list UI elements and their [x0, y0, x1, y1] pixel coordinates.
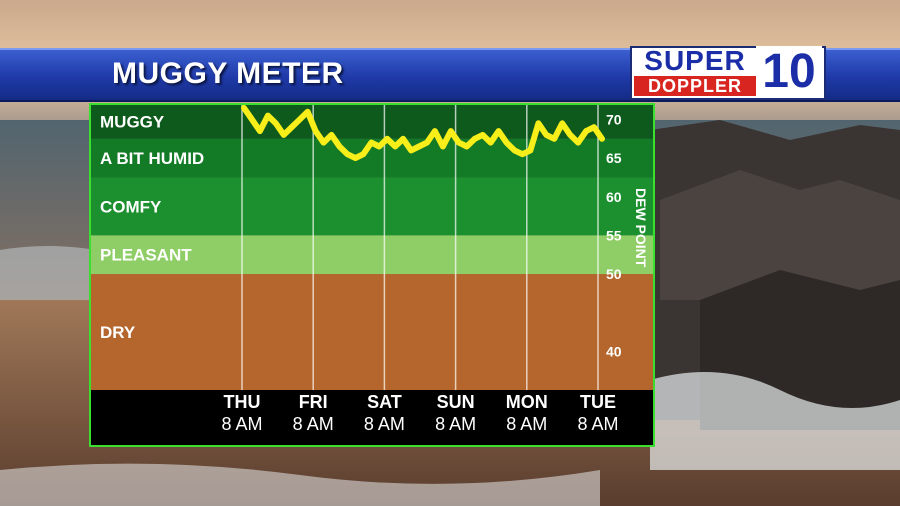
- day-label: TUE: [580, 392, 616, 412]
- zone-label: PLEASANT: [100, 246, 192, 265]
- zone-label: COMFY: [100, 197, 162, 216]
- zone-band-comfy: [90, 177, 654, 236]
- day-axis-band: [90, 390, 654, 446]
- chart-frame: [89, 103, 655, 447]
- day-label: SAT: [367, 392, 402, 412]
- dew-point-line: [241, 104, 605, 162]
- time-label: 8 AM: [221, 414, 262, 434]
- time-label: 8 AM: [293, 414, 334, 434]
- zone-label: MUGGY: [100, 112, 165, 131]
- y-tick-label: 65: [606, 150, 622, 166]
- rocks: [650, 120, 900, 470]
- page-title: MUGGY METER: [112, 57, 344, 90]
- y-tick-label: 40: [606, 343, 622, 359]
- time-label: 8 AM: [364, 414, 405, 434]
- time-label: 8 AM: [577, 414, 618, 434]
- y-axis-title: DEW POINT: [633, 188, 649, 268]
- zone-label: A BIT HUMID: [100, 149, 204, 168]
- zone-band-dry: [90, 274, 654, 390]
- day-label: FRI: [299, 392, 328, 412]
- day-label: SUN: [437, 392, 475, 412]
- logo-number: 10: [756, 46, 822, 98]
- day-label: MON: [506, 392, 548, 412]
- y-tick-label: 55: [606, 227, 622, 243]
- y-tick-label: 50: [606, 266, 622, 282]
- y-tick-label: 70: [606, 111, 622, 127]
- zone-label: DRY: [100, 323, 136, 342]
- logo-doppler-text: DOPPLER: [634, 76, 756, 96]
- time-label: 8 AM: [435, 414, 476, 434]
- zone-band-pleasant: [90, 235, 654, 275]
- logo-super-text: SUPER: [644, 45, 746, 76]
- y-tick-label: 60: [606, 189, 622, 205]
- day-label: THU: [224, 392, 261, 412]
- time-label: 8 AM: [506, 414, 547, 434]
